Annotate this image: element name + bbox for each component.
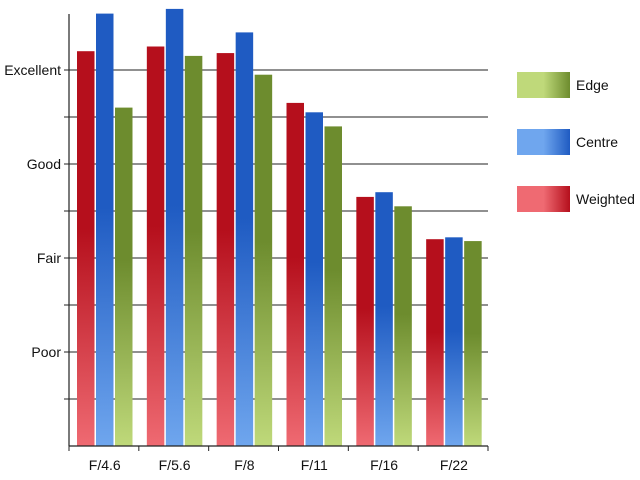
x-tick-label: F/5.6: [159, 457, 191, 473]
legend-swatch: [517, 186, 570, 212]
bar-centre-5: [445, 237, 463, 446]
bar-edge-2: [254, 74, 273, 446]
y-tick-label: Poor: [31, 344, 61, 360]
legend-swatch: [517, 72, 570, 98]
bar-weighted-4: [356, 196, 374, 446]
legend-item-edge: Edge: [517, 72, 640, 98]
legend-swatch: [517, 129, 570, 155]
x-tick-label: F/16: [370, 457, 398, 473]
bar-edge-1: [184, 55, 203, 447]
legend-item-centre: Centre: [517, 129, 640, 155]
bar-edge-3: [324, 126, 342, 447]
axes: [68, 14, 489, 451]
bars: [77, 8, 482, 447]
bar-edge-0: [115, 107, 133, 446]
bar-centre-3: [305, 112, 323, 447]
legend-item-weighted: Weighted: [517, 186, 640, 212]
x-tick-label: F/22: [440, 457, 468, 473]
bar-centre-1: [165, 8, 184, 447]
x-tick-label: F/11: [301, 457, 328, 473]
y-axis-tick-labels: Poor Fair Good Excellent: [4, 62, 61, 360]
y-tick-label: Fair: [37, 250, 61, 266]
x-axis-tick-labels: F/4.6 F/5.6 F/8 F/11 F/16 F/22: [89, 457, 468, 473]
grid-lines: [69, 69, 488, 400]
bar-centre-2: [235, 32, 254, 447]
bar-centre-4: [375, 192, 393, 446]
bar-edge-5: [464, 241, 482, 446]
y-tick-label: Good: [27, 156, 61, 172]
legend-label: Edge: [576, 77, 609, 93]
bar-weighted-3: [286, 102, 304, 447]
y-axis-ticks: [64, 69, 69, 400]
bar-weighted-2: [216, 53, 235, 446]
x-tick-label: F/4.6: [89, 457, 121, 473]
bar-weighted-5: [426, 239, 444, 446]
x-tick-label: F/8: [234, 457, 254, 473]
bar-weighted-0: [77, 51, 95, 446]
bar-weighted-1: [146, 46, 165, 446]
bar-edge-4: [394, 206, 412, 446]
legend-label: Centre: [576, 134, 619, 150]
legend-label: Weighted: [576, 191, 635, 207]
bar-centre-0: [96, 13, 114, 446]
y-tick-label: Excellent: [4, 62, 61, 78]
